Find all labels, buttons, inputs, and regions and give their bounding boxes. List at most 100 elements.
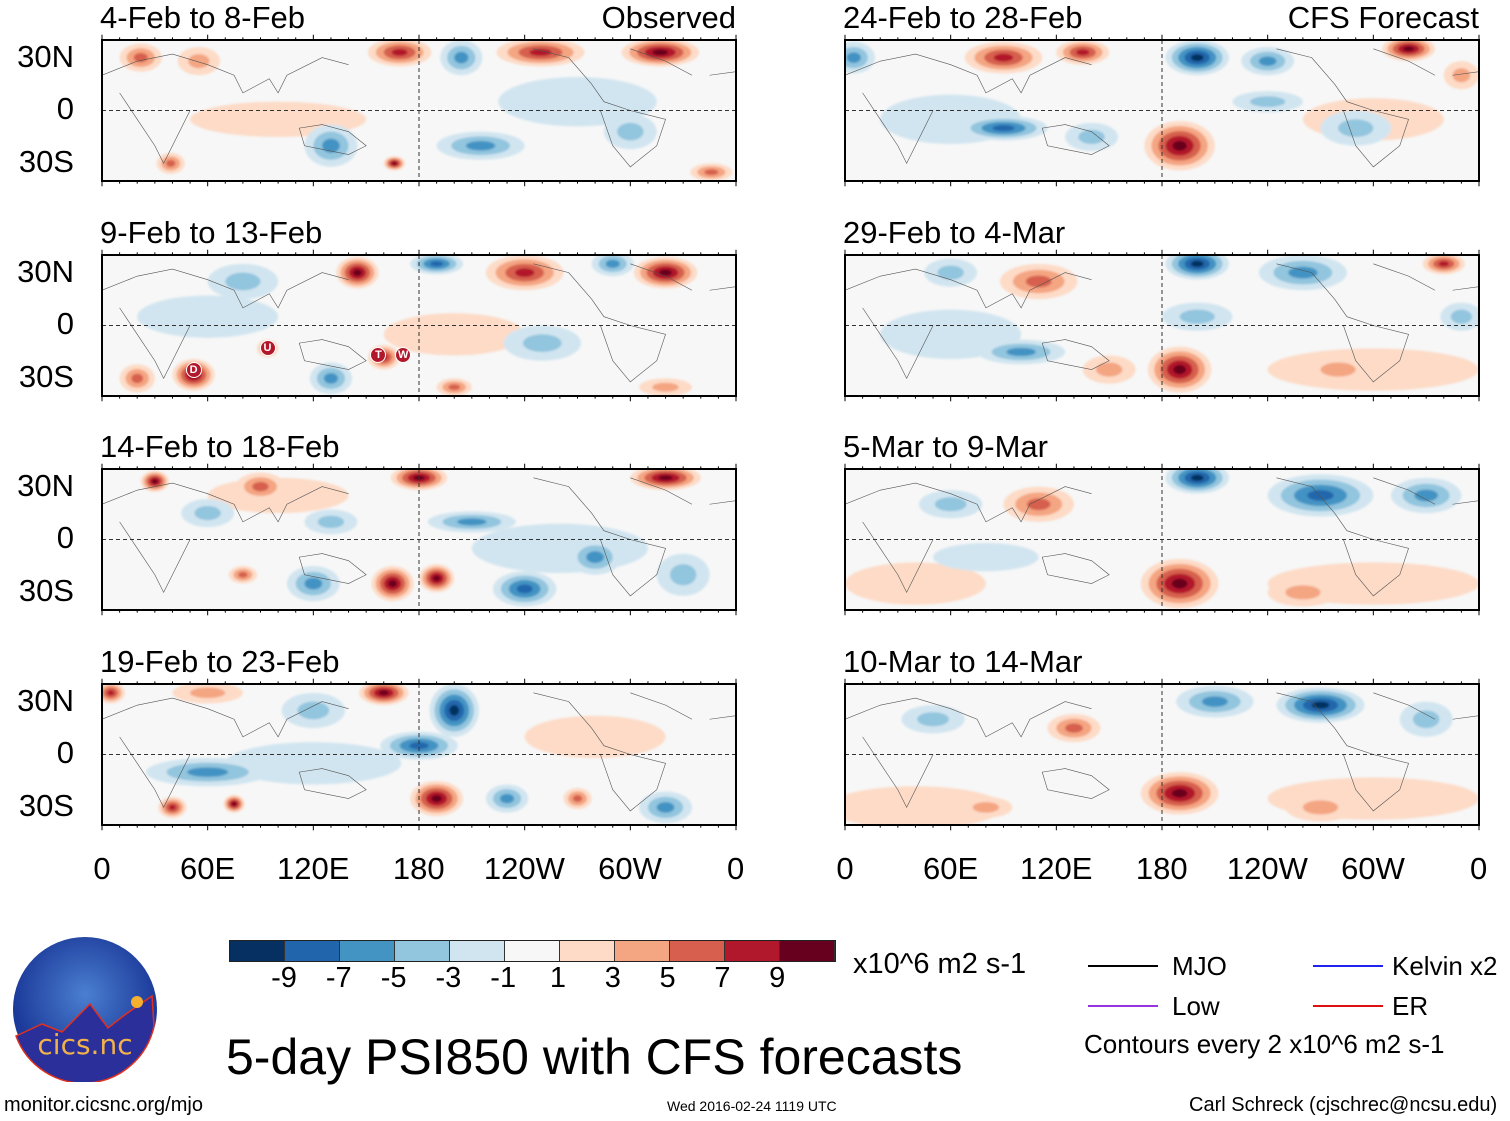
coastlines [102, 693, 736, 811]
lat-tick-label: 30N [17, 254, 74, 289]
colorbar-units: x10^6 m2 s-1 [853, 948, 1027, 980]
colorbar-label: 7 [714, 962, 731, 994]
anomaly-contour [187, 767, 229, 777]
anomaly-contour [392, 161, 397, 165]
anomaly-contour [1190, 260, 1204, 267]
footer-url[interactable]: monitor.cicsnc.org/mjo [4, 1094, 203, 1116]
lon-tick-label: 60E [180, 851, 236, 886]
lon-tick-label: 60E [923, 851, 979, 886]
anomaly-contour [1338, 119, 1374, 137]
anomaly-contour [448, 384, 461, 391]
colorbar-swatch [340, 941, 395, 961]
storm-marker: T [370, 347, 387, 364]
coastlines [845, 264, 1479, 382]
anomaly-contour [431, 795, 442, 803]
anomaly-contour [131, 373, 144, 384]
anomaly-contour [1250, 96, 1286, 107]
map-panel [102, 40, 736, 181]
lon-tick-label: 120W [1226, 851, 1308, 886]
anomaly-contour [433, 575, 441, 582]
anomaly-contour [937, 265, 964, 280]
anomaly-contour [1288, 266, 1318, 279]
anomaly-contour [933, 543, 1039, 572]
lon-tick-label: 60W [1341, 851, 1405, 886]
anomaly-contour [1302, 800, 1339, 815]
anomaly-contour [225, 272, 261, 291]
anomaly-contour [669, 564, 697, 586]
legend-er: ER [1392, 991, 1429, 1021]
anomaly-contour [1311, 701, 1330, 709]
anomaly-contour [409, 742, 429, 750]
anomaly-contour [1171, 578, 1188, 589]
anomaly-contour [133, 52, 148, 63]
anomaly-contour [1285, 585, 1321, 600]
colorbar-label: -3 [435, 962, 462, 994]
lon-tick-label: 0 [1469, 851, 1488, 886]
anomaly-contour [430, 261, 444, 267]
anomaly-contour [704, 169, 719, 176]
colorbar-label: 1 [549, 962, 567, 994]
anomaly-contour [1190, 54, 1204, 62]
anomaly-contour [972, 802, 1000, 813]
lat-tick-label: 0 [56, 735, 74, 770]
colorbar-label: -9 [271, 962, 297, 994]
lat-tick-label: 0 [56, 91, 74, 126]
anomaly-contour [471, 523, 648, 573]
coastlines [845, 693, 1479, 811]
legend-line-mjo [1088, 965, 1158, 967]
lon-tick-label: 180 [392, 851, 445, 886]
anomaly-contour [524, 715, 666, 759]
lon-tick-label: 180 [1135, 851, 1188, 886]
map-panel [102, 684, 736, 825]
anomaly-contour [529, 48, 552, 56]
storm-marker: D [185, 361, 202, 378]
colorbar-label: -5 [380, 962, 407, 994]
panel-source-label: CFS Forecast [1287, 0, 1479, 35]
colorbar-swatch [615, 941, 670, 961]
anomaly-contour [1179, 309, 1215, 324]
coastlines [845, 49, 1479, 167]
panel-title: 14-Feb to 18-Feb [100, 429, 340, 464]
contour-note: Contours every 2 x10^6 m2 s-1 [1084, 1029, 1445, 1059]
anomaly-contour [137, 295, 279, 338]
lat-tick-label: 0 [56, 520, 74, 555]
anomaly-contour [238, 571, 248, 578]
anomaly-contour [457, 518, 487, 526]
anomaly-contour [317, 515, 345, 529]
coastlines [845, 478, 1479, 596]
anomaly-contour [1006, 347, 1036, 357]
lat-tick-label: 0 [56, 306, 74, 341]
lat-tick-label: 30S [18, 573, 74, 608]
lon-tick-label: 120E [1019, 851, 1093, 886]
anomaly-contour [231, 802, 237, 806]
colorbar-label: 3 [604, 962, 621, 994]
lat-tick-label: 30N [17, 683, 74, 718]
anomaly-contour [498, 77, 657, 127]
anomaly-contour [1025, 275, 1052, 288]
lon-tick-label: 0 [836, 851, 854, 886]
anomaly-contour [500, 793, 515, 804]
colorbar-swatch [505, 941, 560, 961]
anomaly-contour [383, 313, 525, 356]
anomaly-contour [1414, 489, 1438, 502]
anomaly-contour [1438, 261, 1450, 267]
anomaly-contour [188, 54, 210, 69]
anomaly-contour [934, 497, 967, 512]
figure-title: 5-day PSI850 with CFS forecasts [226, 1029, 963, 1085]
panel-source-label: Observed [601, 0, 736, 35]
anomaly-contour [1201, 696, 1228, 707]
colorbar-swatch [450, 941, 505, 961]
map-panel [845, 255, 1479, 396]
storm-marker: W [395, 347, 412, 364]
anomaly-contour [353, 269, 362, 276]
colorbar-swatch [560, 941, 615, 961]
anomaly-contour [605, 259, 620, 268]
colorbar-label: -7 [325, 962, 352, 994]
panel-title: 24-Feb to 28-Feb [843, 0, 1083, 35]
anomaly-contour [572, 795, 583, 803]
colorbar-swatch [230, 941, 285, 961]
anomaly-contour [1412, 710, 1440, 729]
anomaly-contour [252, 481, 269, 492]
panel-title: 10-Mar to 14-Mar [843, 644, 1083, 679]
anomaly-contour [323, 373, 338, 384]
